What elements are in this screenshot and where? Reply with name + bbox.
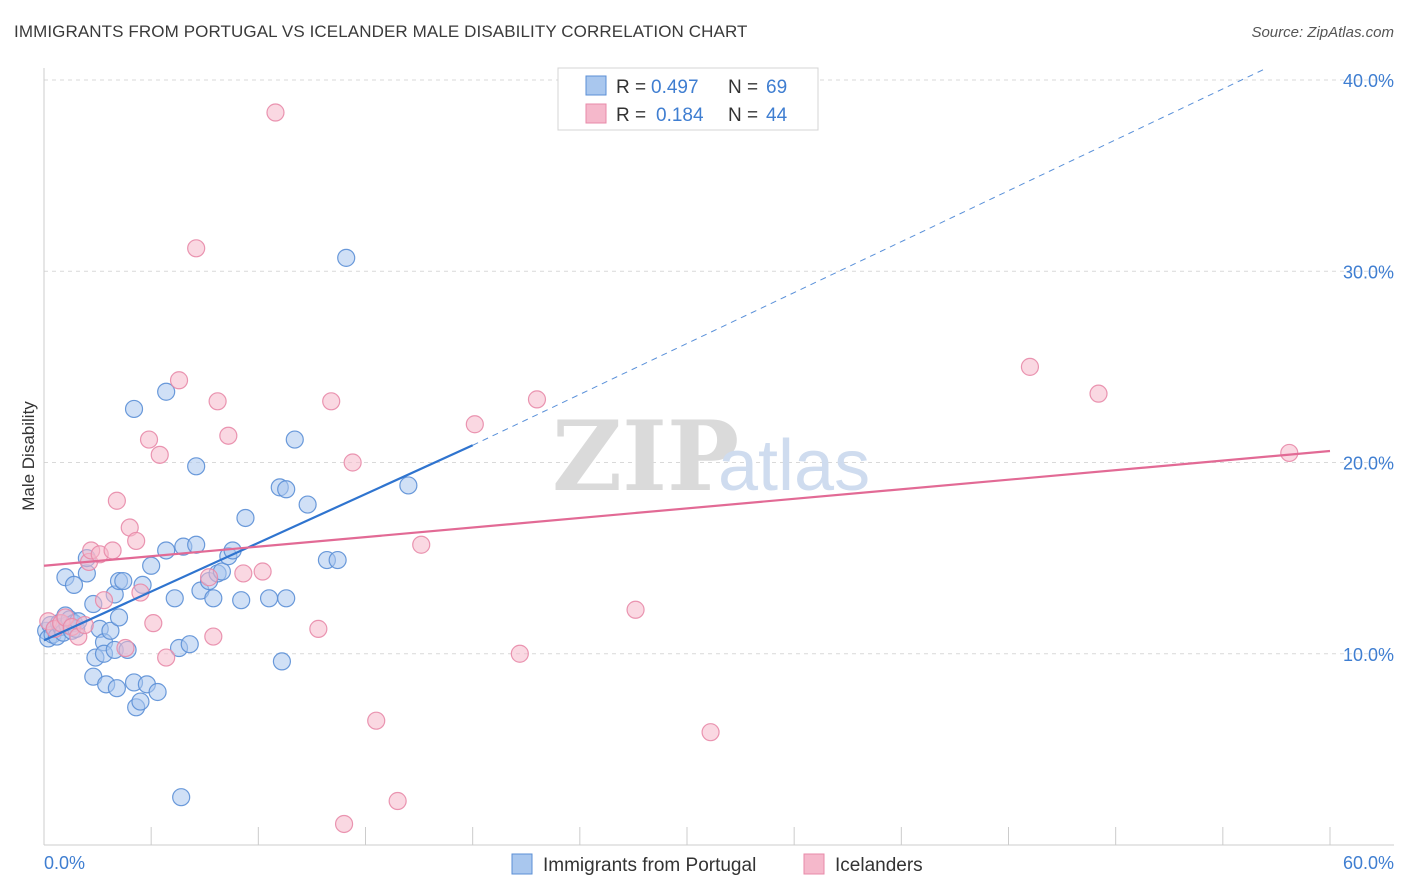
icelanders-point-32 <box>334 814 354 834</box>
y-tick-labels: 10.0% 20.0% 30.0% 40.0% <box>1343 71 1394 665</box>
icelanders-point-13 <box>116 638 135 658</box>
portugal-point-56 <box>236 508 255 528</box>
icelanders-point-34 <box>367 711 386 730</box>
icelanders-point-15 <box>127 531 146 551</box>
legend-swatch-portugal <box>585 75 607 96</box>
legend-n-value-portugal: 69 <box>766 77 787 98</box>
icelanders-point-43 <box>1089 384 1108 403</box>
portugal-point-37 <box>131 692 150 711</box>
icelanders-point-36 <box>412 535 431 554</box>
icelanders-point-20 <box>157 648 176 667</box>
portugal-point-55 <box>232 591 251 610</box>
chart-source: Source: ZipAtlas.com <box>1251 24 1394 41</box>
portugal-point-68 <box>157 382 176 401</box>
portugal-point-65 <box>328 550 347 570</box>
watermark-zip: ZIP <box>552 400 739 513</box>
icelanders-point-38 <box>510 644 529 663</box>
bottom-legend-swatch-portugal <box>511 853 533 875</box>
trend-line-portugal <box>43 444 474 642</box>
bottom-legend-label-icelanders: Icelanders <box>835 855 923 876</box>
x-tick-label-min: 0.0% <box>44 853 85 873</box>
icelanders-point-11 <box>103 541 122 560</box>
watermark-atlas: atlas <box>718 426 870 506</box>
icelanders-point-30 <box>309 619 328 638</box>
portugal-point-40 <box>142 556 161 575</box>
x-tick-label-max: 60.0% <box>1343 853 1394 873</box>
icelanders-point-35 <box>388 791 407 811</box>
icelanders-point-31 <box>322 392 341 411</box>
portugal-point-32 <box>114 571 133 591</box>
icelanders-point-26 <box>219 426 238 445</box>
series-points-portugal <box>37 248 418 807</box>
legend-n-value-icelanders: 44 <box>766 105 788 126</box>
trend-lines <box>43 68 1331 642</box>
portugal-point-50 <box>204 589 223 608</box>
portugal-point-63 <box>298 495 317 514</box>
legend-r-value-portugal: 0.497 <box>651 77 699 98</box>
portugal-point-71 <box>172 788 191 807</box>
portugal-point-57 <box>259 589 279 608</box>
icelanders-point-24 <box>204 627 223 646</box>
icelanders-point-41 <box>701 723 720 742</box>
legend-n-label-icelanders: N = <box>728 105 758 126</box>
portugal-point-41 <box>148 682 167 702</box>
legend-swatch-icelanders <box>585 103 607 124</box>
legend-n-label-portugal: N = <box>728 77 758 98</box>
chart-title: IMMIGRANTS FROM PORTUGAL VS ICELANDER MA… <box>14 22 748 41</box>
portugal-point-66 <box>337 248 356 267</box>
portugal-point-59 <box>272 652 292 671</box>
trend-line-icelanders <box>43 449 1331 567</box>
icelanders-point-28 <box>253 562 272 581</box>
watermark: ZIP atlas <box>552 400 870 513</box>
legend-r-label-icelanders: R = <box>616 105 646 126</box>
icelanders-point-22 <box>187 239 206 258</box>
x-ticks <box>150 827 1331 845</box>
axes <box>43 68 1394 846</box>
portugal-point-43 <box>165 589 184 608</box>
portugal-point-58 <box>277 589 296 608</box>
bottom-legend-swatch-icelanders <box>803 853 825 875</box>
y-axis-title: Male Disability <box>19 401 38 511</box>
icelanders-point-40 <box>626 600 645 619</box>
icelanders-point-37 <box>465 415 484 434</box>
icelanders-point-10 <box>94 591 114 610</box>
icelanders-point-44 <box>1280 443 1299 463</box>
icelanders-point-42 <box>1020 357 1040 376</box>
bottom-legend: Immigrants from Portugal Icelanders <box>511 853 923 876</box>
icelanders-point-27 <box>234 564 253 583</box>
trend-line-portugal-extension <box>472 68 1266 446</box>
portugal-point-62 <box>285 430 304 449</box>
y-tick-label-10: 10.0% <box>1343 645 1394 665</box>
y-tick-label-40: 40.0% <box>1343 71 1394 91</box>
icelanders-point-17 <box>139 430 159 449</box>
portugal-point-67 <box>399 476 418 495</box>
portugal-point-27 <box>101 621 120 640</box>
icelanders-point-18 <box>144 614 163 633</box>
bottom-legend-label-portugal: Immigrants from Portugal <box>543 855 756 876</box>
portugal-point-17 <box>64 575 84 595</box>
icelanders-point-12 <box>107 491 126 510</box>
icelanders-point-21 <box>169 371 189 390</box>
portugal-point-69 <box>124 399 144 419</box>
y-tick-label-20: 20.0% <box>1343 454 1394 474</box>
icelanders-point-19 <box>150 445 169 464</box>
icelanders-point-33 <box>343 453 362 472</box>
portugal-point-34 <box>107 679 126 698</box>
icelanders-point-23 <box>199 568 219 587</box>
portugal-point-46 <box>180 635 199 654</box>
legend: R = 0.497 N = 69 R = 0.184 N = 44 <box>557 67 819 131</box>
icelanders-point-25 <box>208 392 227 411</box>
portugal-point-61 <box>277 480 296 499</box>
legend-r-label-portugal: R = <box>616 77 646 98</box>
portugal-point-70 <box>187 457 206 476</box>
y-tick-label-30: 30.0% <box>1343 262 1394 282</box>
icelanders-point-29 <box>266 103 285 122</box>
portugal-point-31 <box>109 608 129 627</box>
legend-r-value-icelanders: 0.184 <box>656 105 704 126</box>
icelanders-point-39 <box>527 390 547 409</box>
